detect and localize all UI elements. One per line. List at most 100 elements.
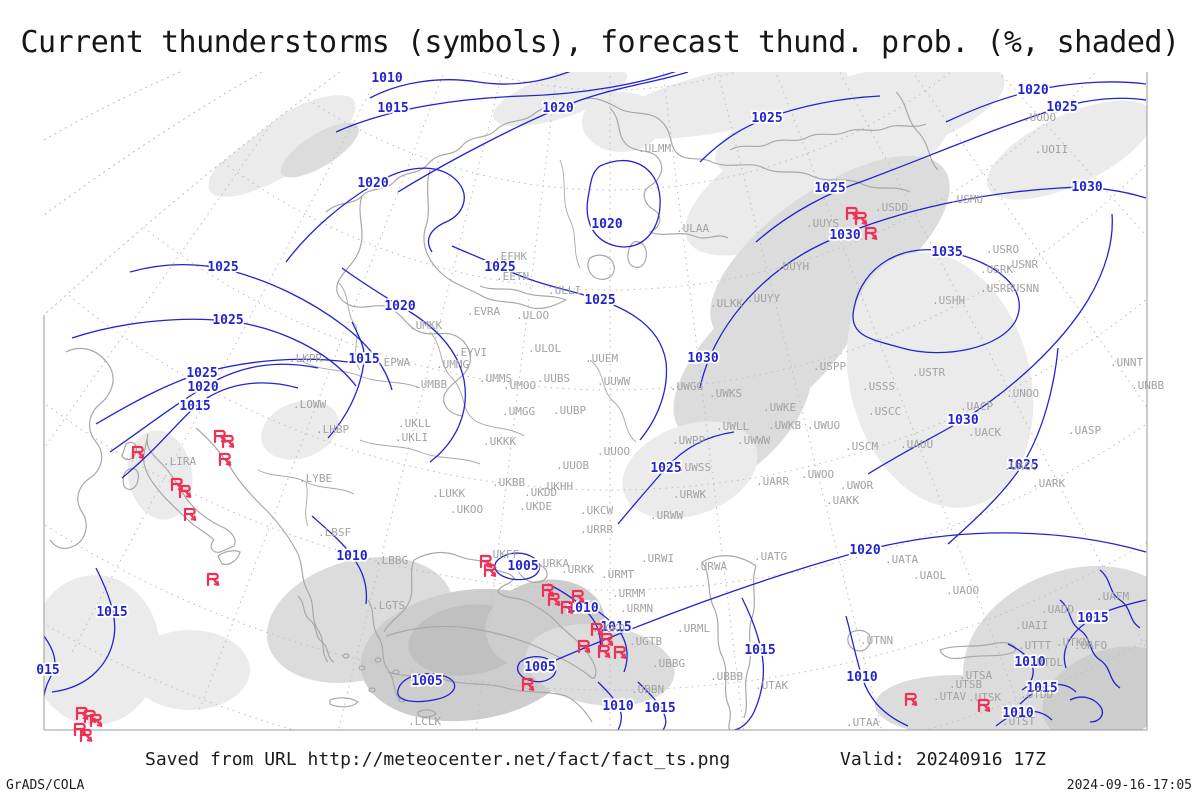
station-label: .UTST [1002, 715, 1035, 728]
isobar-label: 1030 [1071, 180, 1102, 195]
station-label: .UKKK [483, 435, 516, 448]
station-label: .UKHH [540, 480, 573, 493]
station-label: .UWKE [763, 401, 796, 414]
station-label: .URRR [580, 523, 613, 536]
station-label: .UTTT [1018, 639, 1051, 652]
station-label: .UATG [754, 550, 787, 563]
station-label: .UWUO [807, 419, 840, 432]
isobars [44, 72, 1147, 730]
isobar-label: 1015 [348, 352, 379, 367]
station-label: .LOWW [293, 398, 326, 411]
station-label: .UKOO [450, 503, 483, 516]
isobar-label: 1025 [650, 461, 681, 476]
station-label: .USCC [868, 405, 901, 418]
station-label: .USCM [845, 440, 878, 453]
station-label: .EVRA [467, 305, 500, 318]
station-label: .UTNN [860, 634, 893, 647]
station-label: .UTKN [1056, 636, 1089, 649]
station-label: .EYVI [454, 346, 487, 359]
saved-from-url-text: Saved from URL http://meteocenter.net/fa… [145, 749, 731, 770]
thunderstorm-symbol [206, 572, 220, 587]
isobar-label: 1005 [507, 559, 538, 574]
isobar-label: 1025 [1007, 458, 1038, 473]
isobar-label: 1020 [542, 101, 573, 116]
station-label: .UACP [960, 400, 993, 413]
isobar-label: 1020 [187, 380, 218, 395]
isobar-label: 1015 [179, 399, 210, 414]
station-label: .UUOO [597, 445, 630, 458]
station-label: .UBBN [631, 683, 664, 696]
isobar-label: 1010 [371, 71, 402, 86]
station-label: .UWPP [672, 434, 705, 447]
isobar-label: 1025 [186, 366, 217, 381]
isobar-label: 1020 [384, 299, 415, 314]
station-label: .UWSS [678, 461, 711, 474]
isobar-label: 1030 [829, 228, 860, 243]
station-label: .URMN [620, 602, 653, 615]
valid-time-text: Valid: 20240916 17Z [840, 749, 1046, 770]
station-label: .UAUU [900, 438, 933, 451]
station-label: .UUOB [556, 459, 589, 472]
station-label: .UAOO [946, 584, 979, 597]
station-label: .UWOR [840, 479, 873, 492]
station-label: .UNBB [1131, 379, 1164, 392]
station-label: .ULKK [710, 297, 743, 310]
isobar-label: 1025 [207, 260, 238, 275]
station-label: .UWGG [670, 380, 703, 393]
station-label: .USRR [980, 282, 1013, 295]
station-label: .USRK [980, 263, 1013, 276]
station-label: .UOII [1035, 143, 1068, 156]
isobar-label: 1015 [1026, 681, 1057, 696]
station-label: .UMOO [503, 379, 536, 392]
station-label: .LGTS [372, 599, 405, 612]
isobar-label: 1010 [846, 670, 877, 685]
isobar-label: 1005 [411, 674, 442, 689]
station-label: .UKFF [486, 548, 519, 561]
station-label: .UUYY [747, 292, 780, 305]
station-label: .URML [677, 622, 710, 635]
station-label: .LHBP [316, 423, 349, 436]
station-label: .URWW [650, 509, 683, 522]
station-label: .UTSA [959, 669, 992, 682]
projection-blank-corner [44, 72, 340, 315]
station-label: .UUYS [806, 217, 839, 230]
station-label: .LUKK [432, 487, 465, 500]
station-label: .UACC [1004, 460, 1037, 473]
isobar-label: 1020 [1017, 83, 1048, 98]
isobar-label: 1020 [357, 176, 388, 191]
isobar-label: 1025 [1046, 100, 1077, 115]
station-label: .UTDD [1020, 688, 1053, 701]
isobar-label: 1010 [336, 549, 367, 564]
station-label: .EETN [496, 270, 529, 283]
station-label: .USSS [862, 380, 895, 393]
station-label: .USHH [932, 294, 965, 307]
station-label: .UKBB [492, 476, 525, 489]
station-label: .USNR [1005, 258, 1038, 271]
station-label: .USDD [875, 201, 908, 214]
station-label: .ULLI [548, 284, 581, 297]
station-label: .UAFO [1074, 639, 1107, 652]
station-label: .UNNT [1110, 356, 1143, 369]
station-label: .USMU [950, 193, 983, 206]
station-label: .UUBS [537, 372, 570, 385]
station-label: .LYBE [299, 472, 332, 485]
isobar-label: 1010 [567, 601, 598, 616]
station-label: .UARK [1032, 477, 1065, 490]
station-label: .UKCW [580, 504, 613, 517]
station-label: .UWWW [737, 434, 770, 447]
generation-timestamp: 2024-09-16-17:05 [1066, 778, 1192, 793]
station-label: .UATA [885, 553, 918, 566]
station-label: .UKLI [395, 431, 428, 444]
station-label: .UAKK [826, 494, 859, 507]
isobar-label: 015 [36, 663, 59, 678]
station-label: .LBSF [318, 526, 351, 539]
station-label: .URMT [601, 568, 634, 581]
station-label: .UBBG [652, 657, 685, 670]
isobar-label: 1030 [687, 351, 718, 366]
isobar-label: 1015 [96, 605, 127, 620]
station-label: .UBBB [710, 670, 743, 683]
station-label: .UTDL [1030, 656, 1063, 669]
station-label: .UWKS [709, 387, 742, 400]
station-label: .USPP [813, 360, 846, 373]
map-frame [43, 72, 1148, 731]
